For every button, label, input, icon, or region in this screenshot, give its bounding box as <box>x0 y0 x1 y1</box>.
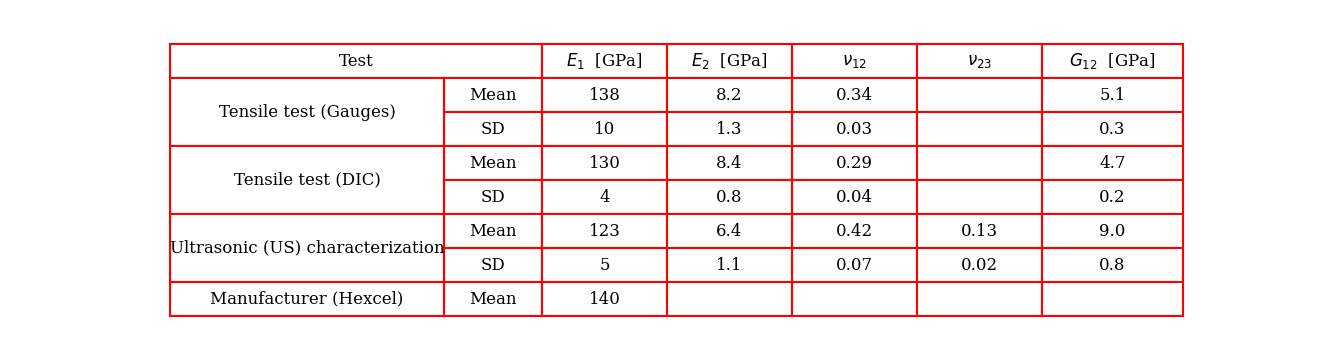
Bar <box>792 248 917 282</box>
Bar <box>667 180 792 214</box>
Text: SD: SD <box>480 189 506 206</box>
Text: Test: Test <box>339 53 374 70</box>
Bar <box>543 180 667 214</box>
Text: Mean: Mean <box>469 87 516 104</box>
Bar <box>444 248 543 282</box>
Bar <box>917 214 1043 248</box>
Text: 0.03: 0.03 <box>836 121 874 138</box>
Text: SD: SD <box>480 257 506 274</box>
Bar <box>667 282 792 316</box>
Text: 0.07: 0.07 <box>836 257 874 274</box>
Bar <box>444 214 543 248</box>
Bar <box>792 78 917 112</box>
Bar <box>667 248 792 282</box>
Bar <box>444 78 543 112</box>
Bar <box>170 282 444 316</box>
Bar <box>667 78 792 112</box>
Text: 140: 140 <box>589 291 620 308</box>
Text: 10: 10 <box>594 121 615 138</box>
Bar <box>667 112 792 146</box>
Text: 0.8: 0.8 <box>717 189 743 206</box>
Text: 0.04: 0.04 <box>836 189 874 206</box>
Text: 0.3: 0.3 <box>1100 121 1126 138</box>
Bar <box>543 44 667 78</box>
Text: 9.0: 9.0 <box>1100 223 1126 240</box>
Bar <box>444 146 543 180</box>
Bar <box>170 146 444 214</box>
Bar <box>667 214 792 248</box>
Text: 0.13: 0.13 <box>961 223 998 240</box>
Bar <box>543 282 667 316</box>
Bar <box>444 180 543 214</box>
Bar <box>1043 248 1183 282</box>
Text: 1.3: 1.3 <box>717 121 743 138</box>
Bar <box>917 44 1043 78</box>
Text: 0.2: 0.2 <box>1100 189 1126 206</box>
Bar <box>917 282 1043 316</box>
Bar <box>1043 214 1183 248</box>
Text: 0.02: 0.02 <box>961 257 998 274</box>
Text: $\nu_{12}$: $\nu_{12}$ <box>842 53 867 70</box>
Bar <box>543 248 667 282</box>
Bar <box>1043 112 1183 146</box>
Text: 130: 130 <box>589 155 620 172</box>
Text: 4.7: 4.7 <box>1100 155 1126 172</box>
Bar <box>170 44 543 78</box>
Text: 8.4: 8.4 <box>717 155 743 172</box>
Text: 8.2: 8.2 <box>717 87 743 104</box>
Text: Tensile test (Gauges): Tensile test (Gauges) <box>219 104 396 121</box>
Bar <box>917 112 1043 146</box>
Text: Tensile test (DIC): Tensile test (DIC) <box>234 172 380 189</box>
Text: 138: 138 <box>589 87 620 104</box>
Bar <box>917 180 1043 214</box>
Text: $\nu_{23}$: $\nu_{23}$ <box>968 53 993 70</box>
Bar <box>667 44 792 78</box>
Bar <box>444 112 543 146</box>
Bar <box>792 180 917 214</box>
Bar <box>543 112 667 146</box>
Text: 5: 5 <box>599 257 610 274</box>
Bar <box>1043 146 1183 180</box>
Text: Mean: Mean <box>469 155 516 172</box>
Bar <box>792 282 917 316</box>
Bar <box>917 146 1043 180</box>
Bar <box>1043 44 1183 78</box>
Text: 123: 123 <box>589 223 620 240</box>
Bar <box>1043 78 1183 112</box>
Bar <box>444 282 543 316</box>
Text: $E_1$  [GPa]: $E_1$ [GPa] <box>566 51 643 71</box>
Text: 5.1: 5.1 <box>1100 87 1126 104</box>
Text: 4: 4 <box>599 189 610 206</box>
Text: 0.8: 0.8 <box>1100 257 1126 274</box>
Bar <box>170 78 444 146</box>
Text: SD: SD <box>480 121 506 138</box>
Bar <box>667 146 792 180</box>
Bar <box>543 78 667 112</box>
Bar <box>792 146 917 180</box>
Bar <box>1043 282 1183 316</box>
Bar <box>170 214 444 282</box>
Bar <box>543 214 667 248</box>
Text: $E_2$  [GPa]: $E_2$ [GPa] <box>692 51 768 71</box>
Text: Mean: Mean <box>469 223 516 240</box>
Text: 0.34: 0.34 <box>836 87 874 104</box>
Text: 0.29: 0.29 <box>836 155 873 172</box>
Bar <box>917 248 1043 282</box>
Bar <box>917 78 1043 112</box>
Bar <box>792 112 917 146</box>
Bar <box>792 44 917 78</box>
Text: Mean: Mean <box>469 291 516 308</box>
Text: $G_{12}$  [GPa]: $G_{12}$ [GPa] <box>1069 51 1156 71</box>
Bar <box>1043 180 1183 214</box>
Bar <box>792 214 917 248</box>
Text: Ultrasonic (US) characterization: Ultrasonic (US) characterization <box>170 240 445 257</box>
Text: 1.1: 1.1 <box>717 257 743 274</box>
Text: 6.4: 6.4 <box>717 223 743 240</box>
Text: Manufacturer (Hexcel): Manufacturer (Hexcel) <box>210 291 404 308</box>
Text: 0.42: 0.42 <box>836 223 874 240</box>
Bar <box>543 146 667 180</box>
